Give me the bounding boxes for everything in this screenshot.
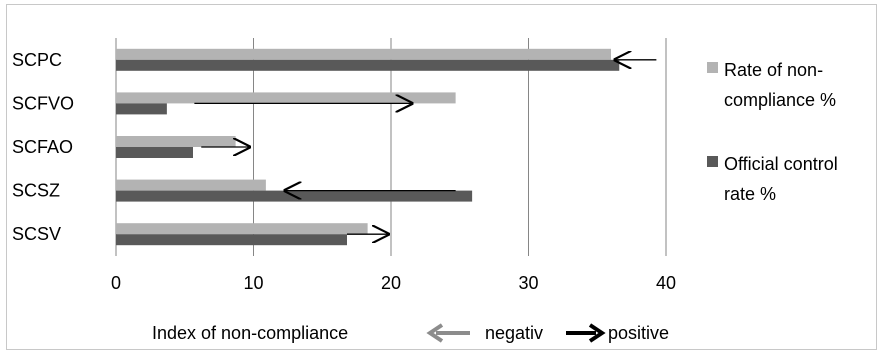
negative-arrow-icon [426, 323, 470, 343]
bar-scsz-rate-of-non-compliance [116, 179, 266, 191]
tick-label-40: 40 [656, 273, 676, 293]
grid-lines [115, 38, 667, 256]
category-label-scpc: SCPC [12, 50, 62, 70]
category-label-scsz: SCSZ [12, 181, 60, 201]
tick-label-30: 30 [518, 273, 538, 293]
legend-swatch-rate-of-non-compliance [707, 62, 718, 73]
legend-label-official-control-rate: Official control [724, 154, 838, 174]
bars [116, 48, 620, 246]
trend-arrows [194, 60, 657, 234]
footer-legend: Index of non-compliance negativ positive [152, 323, 669, 343]
bar-scsv-rate-of-non-compliance [116, 223, 368, 235]
category-label-scfao: SCFAO [12, 137, 73, 157]
chart-frame [6, 4, 877, 350]
bar-scpc-rate-of-non-compliance [116, 48, 611, 60]
legend-swatch-official-control-rate [707, 156, 718, 167]
legend-label-official-control-rate-line2: rate % [724, 184, 776, 204]
bar-scfao-official-control-rate [116, 147, 193, 158]
legend-label-rate-of-non-compliance-line2: compliance % [724, 90, 836, 110]
bar-scfvo-rate-of-non-compliance [116, 92, 456, 104]
axis-labels: 0 10 20 30 40 SCPC SCFVO SCFAO SCSZ SCSV [12, 50, 676, 293]
footer-negative-label: negativ [485, 323, 543, 343]
bar-scfvo-official-control-rate [116, 103, 167, 115]
positive-arrow-icon [566, 323, 606, 343]
bar-scsv-official-control-rate [116, 234, 347, 246]
tick-label-10: 10 [243, 273, 263, 293]
footer-positive-label: positive [608, 323, 669, 343]
footer-index-label: Index of non-compliance [152, 323, 348, 343]
tick-label-0: 0 [111, 273, 121, 293]
legend: Rate of non- compliance % Official contr… [707, 60, 838, 204]
bar-scfao-rate-of-non-compliance [116, 136, 236, 147]
category-label-scfvo: SCFVO [12, 93, 74, 113]
tick-label-20: 20 [381, 273, 401, 293]
bar-scsz-official-control-rate [116, 190, 473, 202]
bar-scpc-official-control-rate [116, 59, 620, 71]
category-label-scsv: SCSV [12, 224, 61, 244]
legend-label-rate-of-non-compliance: Rate of non- [724, 60, 823, 80]
